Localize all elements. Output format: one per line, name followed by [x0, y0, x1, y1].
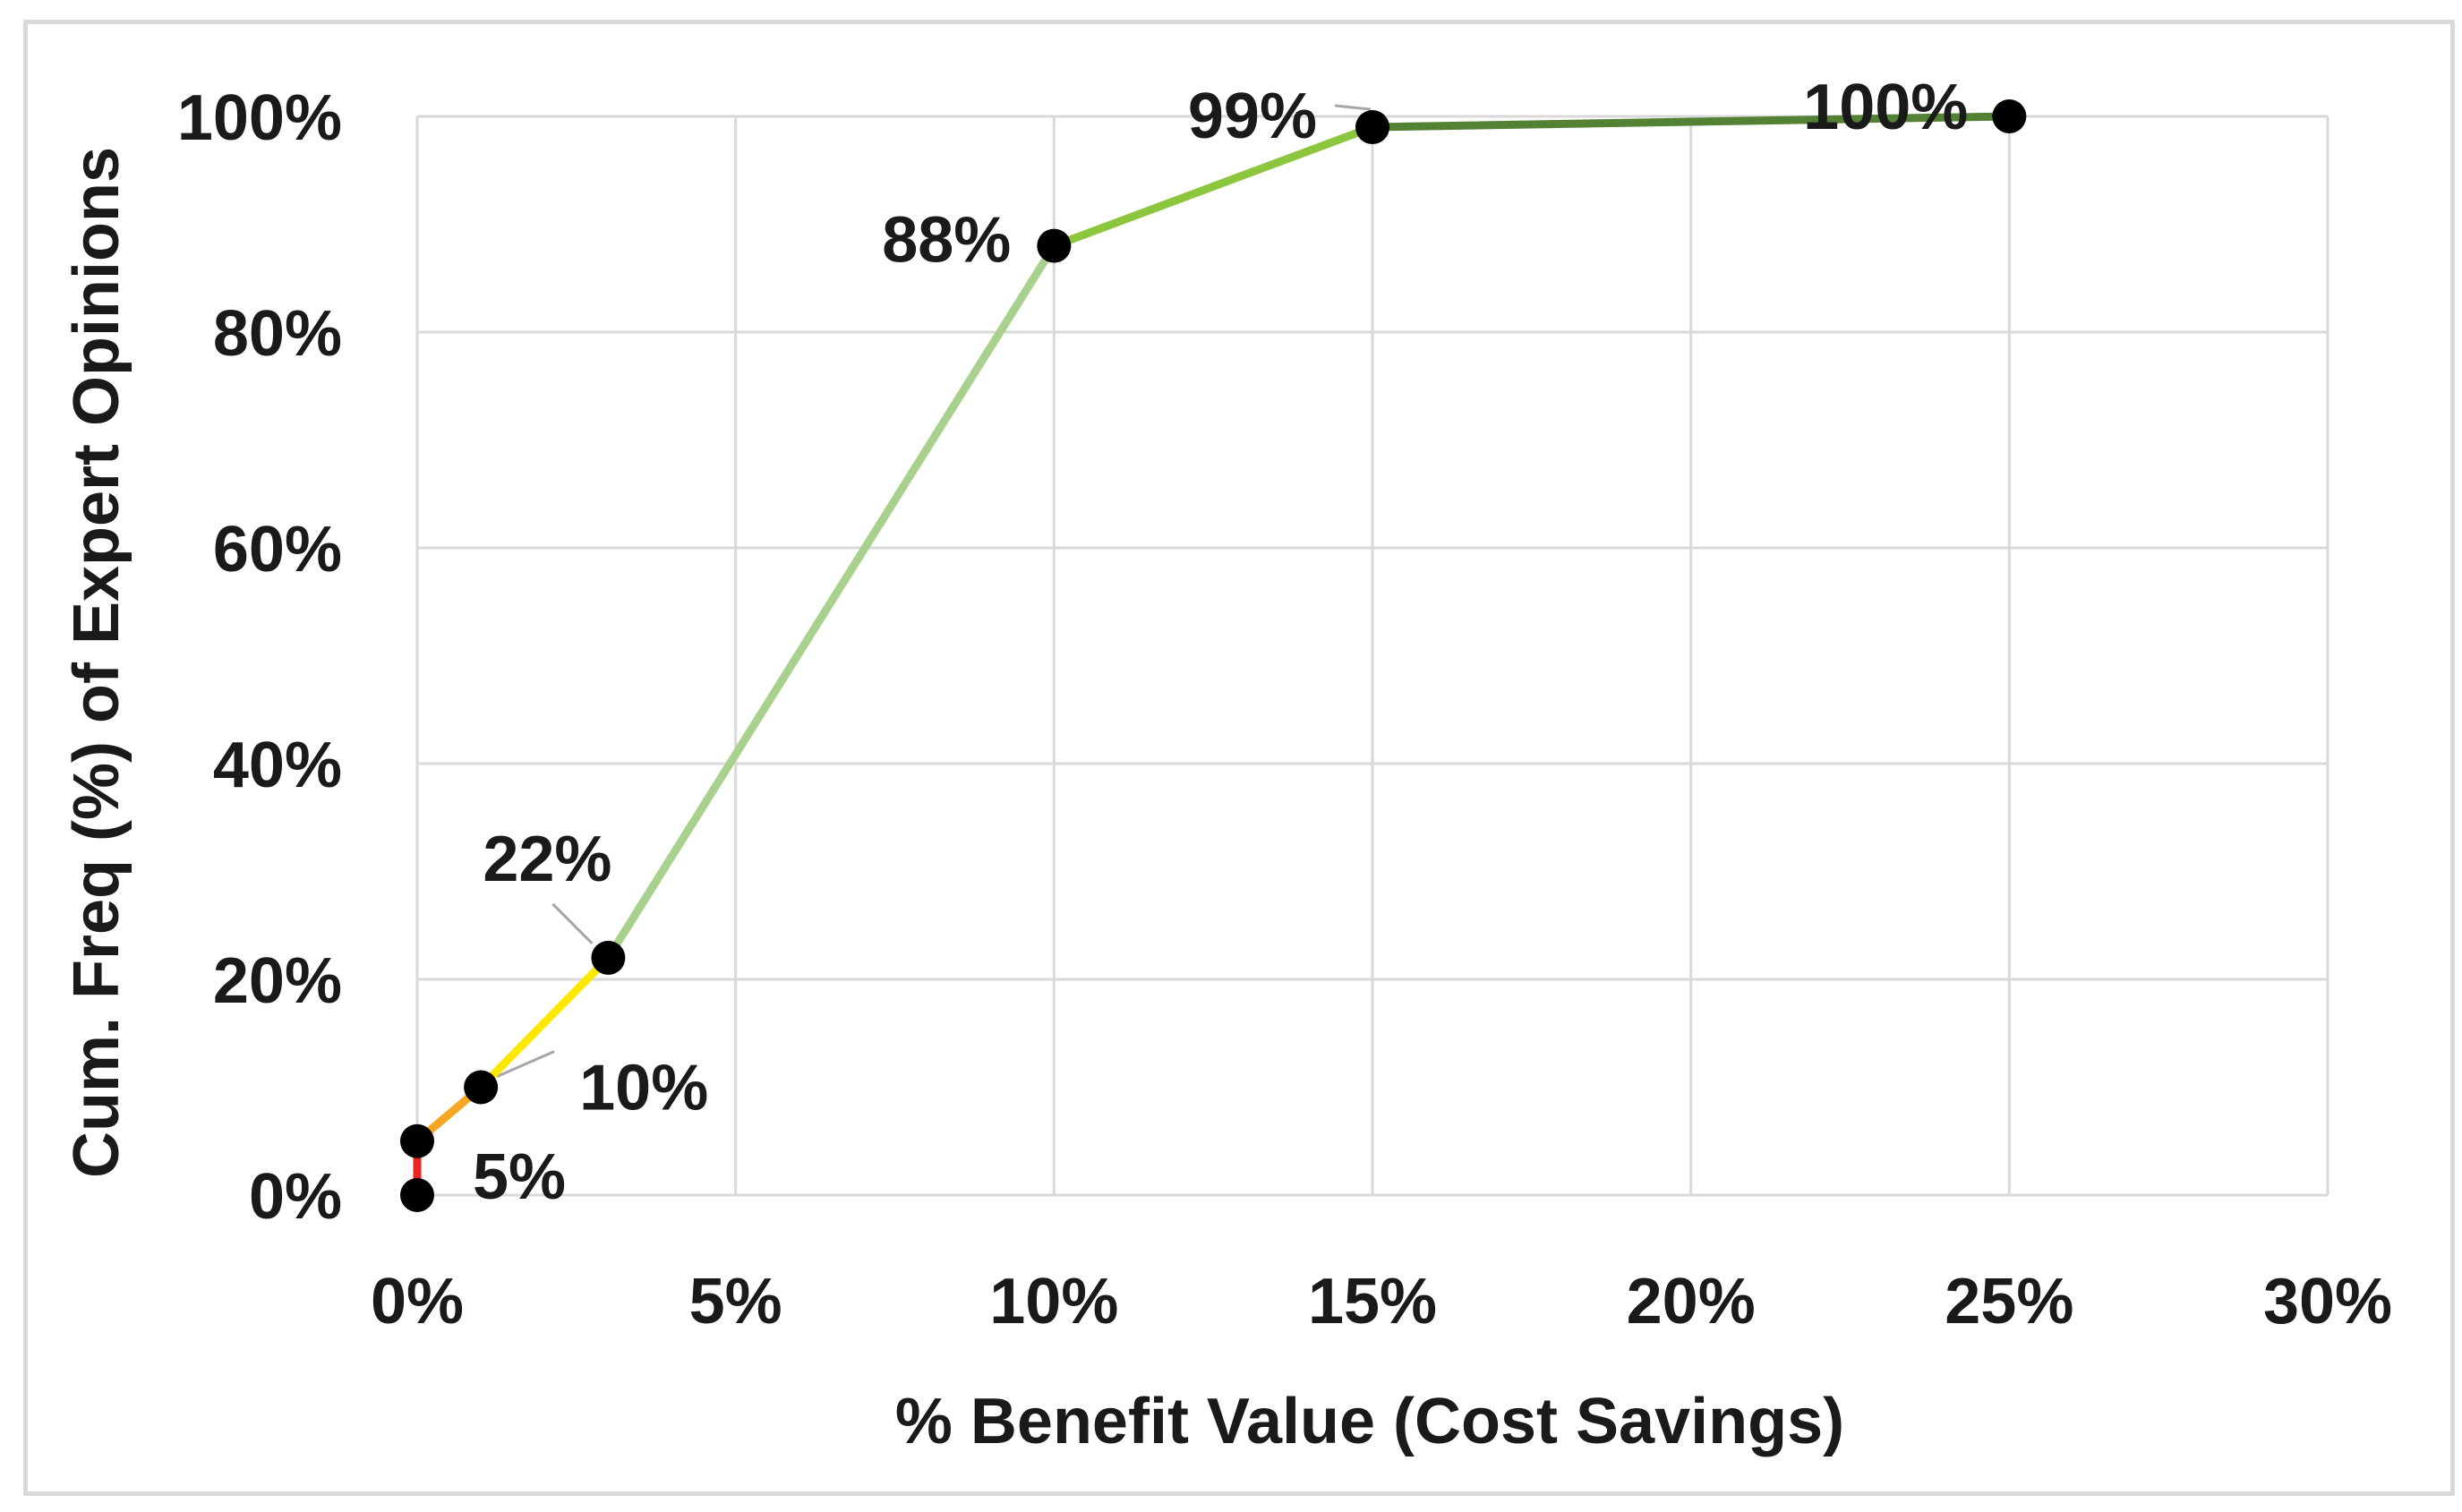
x-tick-label: 10% [989, 1266, 1118, 1337]
y-tick-label: 20% [213, 945, 342, 1017]
chart-frame [23, 20, 2455, 1496]
data-label: 88% [882, 205, 1011, 277]
x-axis-title: % Benefit Value (Cost Savings) [895, 1386, 1844, 1457]
data-point-marker [400, 1178, 434, 1212]
data-label: 10% [579, 1053, 708, 1124]
gridlines [415, 115, 2329, 1197]
y-tick-label: 80% [213, 298, 342, 370]
line-segment [1368, 112, 2013, 132]
x-tick-label: 0% [371, 1266, 464, 1337]
series-markers [400, 99, 2027, 1212]
leader-line [551, 902, 594, 944]
data-point-marker [1037, 228, 1072, 263]
x-tick-label: 5% [689, 1266, 782, 1337]
data-label: 5% [473, 1141, 566, 1213]
data-point-marker [1355, 110, 1389, 145]
data-point-marker [464, 1070, 499, 1105]
data-point-marker [591, 940, 626, 975]
data-point-marker [400, 1123, 434, 1158]
data-point-marker [1992, 99, 2027, 133]
y-axis-ticks: 0% 20% 40% 60% 80% 100% [177, 82, 342, 1233]
x-tick-label: 15% [1308, 1266, 1437, 1337]
line-segment [1049, 123, 1377, 251]
x-tick-label: 30% [2263, 1266, 2392, 1337]
leader-line [496, 1050, 555, 1078]
y-tick-label: 60% [213, 514, 342, 585]
data-label: 99% [1188, 81, 1317, 152]
y-tick-label: 100% [177, 82, 342, 154]
label-leader-lines [496, 104, 1372, 1078]
line-segment [603, 242, 1058, 962]
data-label: 100% [1803, 72, 1968, 143]
series-line [413, 112, 2013, 1200]
data-labels: 5%10% 22% 88% 99% 100% [473, 72, 1968, 1213]
data-label: 22% [483, 824, 611, 895]
y-tick-label: 40% [213, 730, 342, 801]
y-tick-label: 0% [249, 1161, 342, 1233]
y-axis-title: Cum. Freq (%) of Expert Opinions [61, 147, 133, 1178]
x-tick-label: 25% [1945, 1266, 2073, 1337]
x-axis-ticks: 0% 5% 10% 15% 20% 25% 30% [371, 1266, 2392, 1337]
leader-line [1334, 104, 1372, 111]
line-segment [476, 953, 612, 1091]
x-tick-label: 20% [1627, 1266, 1756, 1337]
